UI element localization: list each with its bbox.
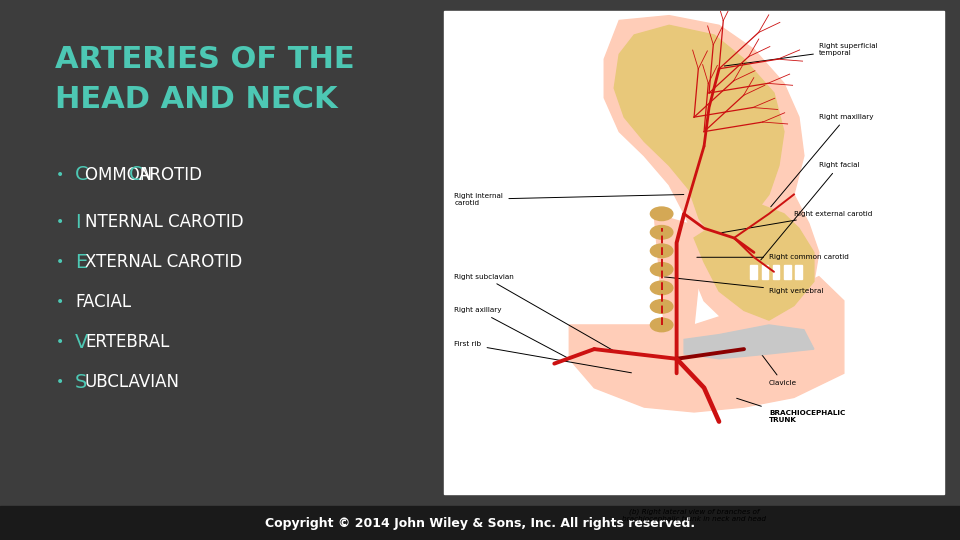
Ellipse shape <box>651 262 673 276</box>
Text: First rib: First rib <box>454 341 632 373</box>
Text: ARTERIES OF THE: ARTERIES OF THE <box>55 45 354 75</box>
Text: OMMON: OMMON <box>85 166 157 184</box>
Text: •: • <box>56 168 64 182</box>
Bar <box>761 265 768 279</box>
Text: (b) Right lateral view of branches of
brachiocephalic trunk in neck and head: (b) Right lateral view of branches of br… <box>622 509 766 522</box>
Polygon shape <box>654 214 704 325</box>
Text: •: • <box>56 375 64 389</box>
Polygon shape <box>604 16 819 325</box>
Text: Right superficial
temporal: Right superficial temporal <box>724 43 877 66</box>
Polygon shape <box>694 204 814 320</box>
Text: I: I <box>75 213 81 232</box>
Ellipse shape <box>651 300 673 313</box>
Ellipse shape <box>651 318 673 332</box>
Text: AROTID: AROTID <box>139 166 203 184</box>
Text: •: • <box>56 295 64 309</box>
Text: Right facial: Right facial <box>760 163 859 260</box>
Bar <box>773 265 780 279</box>
Text: S: S <box>75 373 87 392</box>
Text: Right vertebral: Right vertebral <box>664 277 824 294</box>
Text: HEAD AND NECK: HEAD AND NECK <box>55 85 338 114</box>
Text: FACIAL: FACIAL <box>75 293 132 311</box>
Bar <box>0 506 960 540</box>
Text: Right axillary: Right axillary <box>454 307 566 357</box>
Text: C: C <box>129 165 142 185</box>
Text: C: C <box>75 165 88 185</box>
Text: UBCLAVIAN: UBCLAVIAN <box>85 373 180 391</box>
Bar <box>444 11 944 494</box>
Ellipse shape <box>651 281 673 295</box>
Ellipse shape <box>651 207 673 220</box>
Text: •: • <box>56 215 64 229</box>
Ellipse shape <box>651 226 673 239</box>
Text: V: V <box>75 333 88 352</box>
Text: NTERNAL CAROTID: NTERNAL CAROTID <box>85 213 244 231</box>
Text: Right maxillary: Right maxillary <box>771 114 874 207</box>
Text: Copyright © 2014 John Wiley & Sons, Inc. All rights reserved.: Copyright © 2014 John Wiley & Sons, Inc.… <box>265 516 695 530</box>
Bar <box>796 265 802 279</box>
Bar <box>784 265 791 279</box>
Polygon shape <box>684 325 814 359</box>
Text: Right common carotid: Right common carotid <box>697 254 849 260</box>
Text: ERTEBRAL: ERTEBRAL <box>85 333 169 351</box>
Text: •: • <box>56 255 64 269</box>
Text: Right internal
carotid: Right internal carotid <box>454 193 684 206</box>
Bar <box>751 265 757 279</box>
Text: XTERNAL CAROTID: XTERNAL CAROTID <box>85 253 242 271</box>
Text: •: • <box>56 335 64 349</box>
Ellipse shape <box>651 244 673 258</box>
Polygon shape <box>614 25 784 238</box>
Text: Right external carotid: Right external carotid <box>722 211 873 233</box>
Text: Clavicle: Clavicle <box>756 347 797 386</box>
Polygon shape <box>569 276 844 412</box>
Text: Right subclavian: Right subclavian <box>454 274 616 353</box>
Text: E: E <box>75 253 87 272</box>
Text: BRACHIOCEPHALIC
TRUNK: BRACHIOCEPHALIC TRUNK <box>769 410 846 423</box>
